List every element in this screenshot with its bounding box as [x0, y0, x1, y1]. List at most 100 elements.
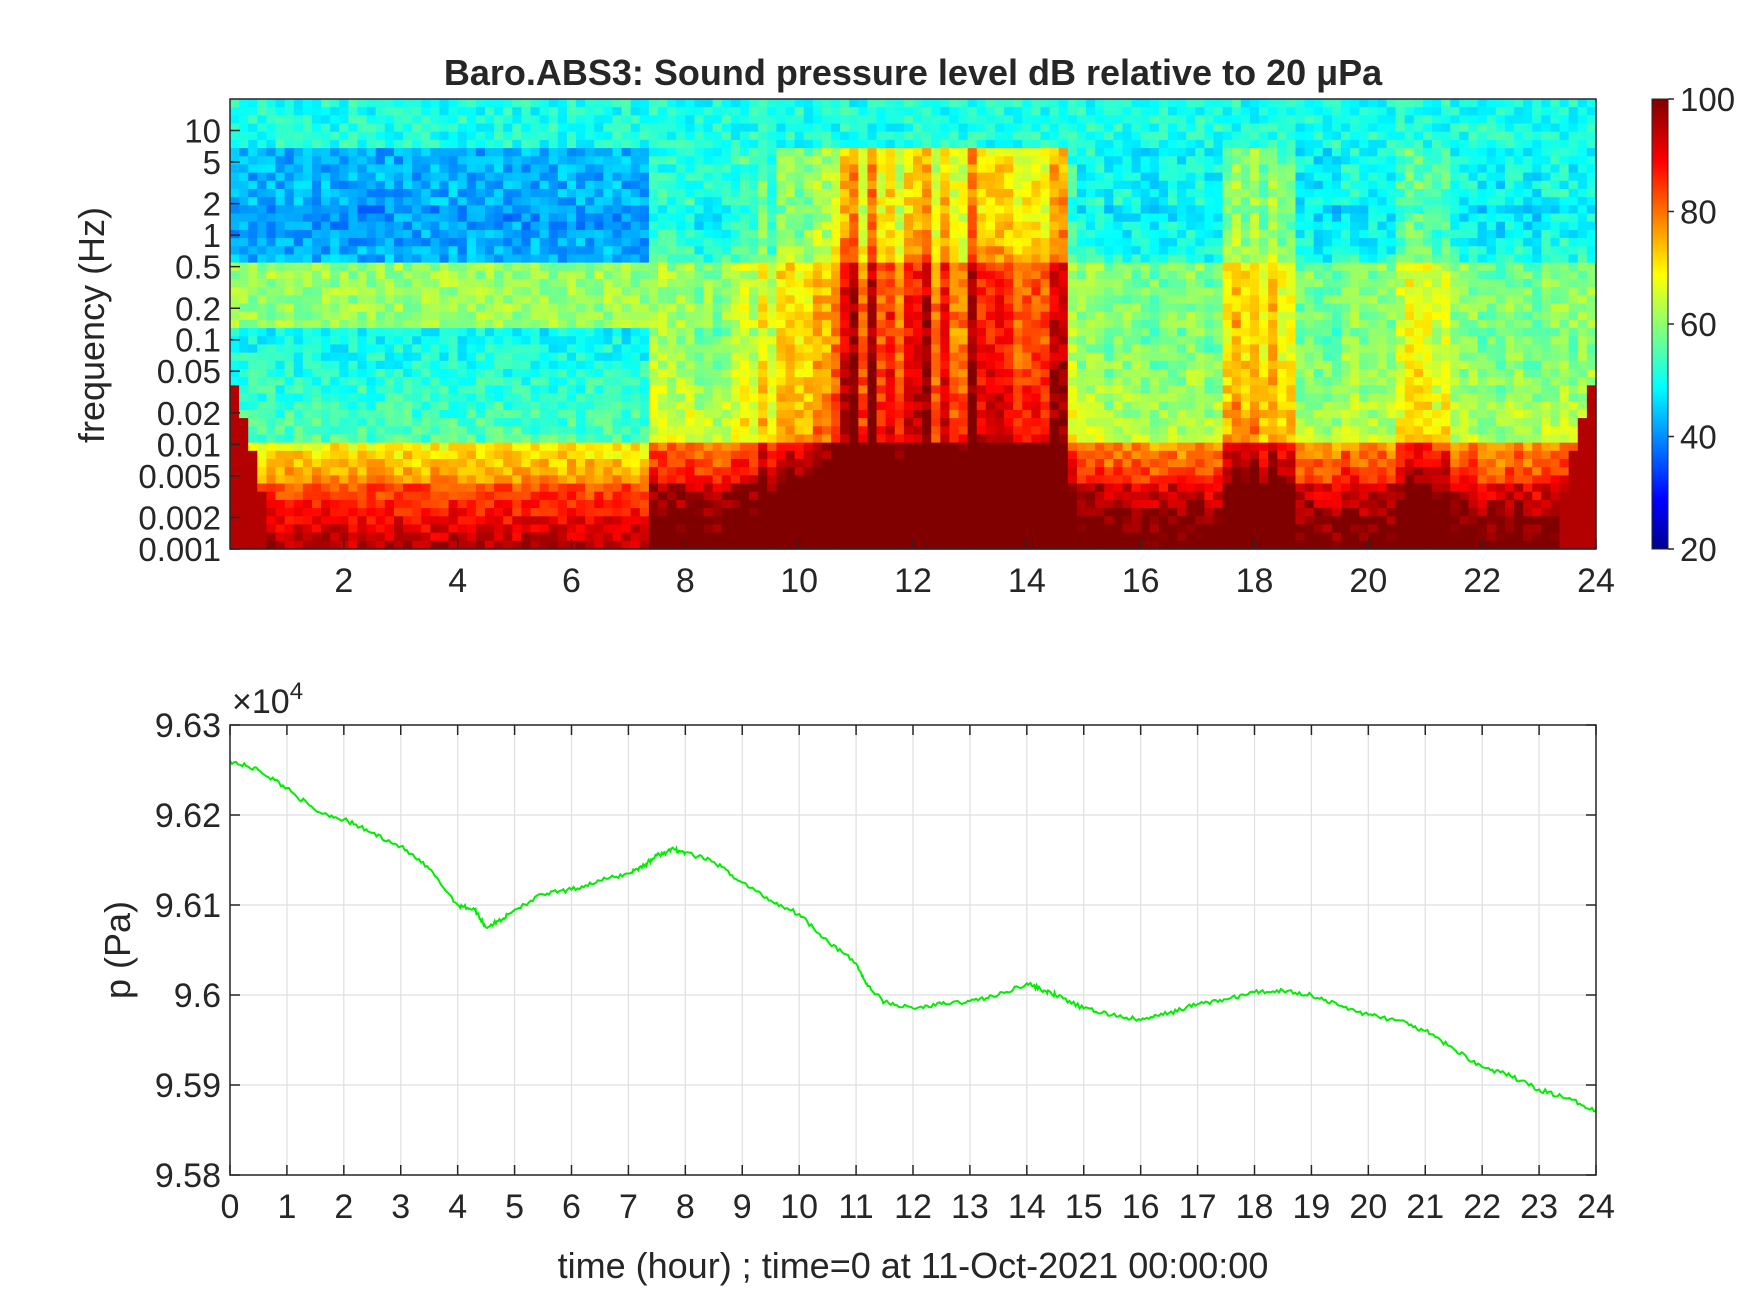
spectrogram-cell: [1031, 377, 1042, 386]
spectrogram-cell: [648, 279, 659, 288]
spectrogram-cell: [503, 499, 513, 509]
spectrogram-cell: [676, 123, 686, 133]
spectrogram-cell: [594, 409, 604, 419]
spectrogram-cell: [694, 328, 705, 337]
spectrogram-cell: [621, 483, 632, 493]
spectrogram-cell: [266, 491, 277, 501]
spectrogram-cell: [767, 442, 777, 452]
spectrogram-cell: [275, 426, 286, 436]
spectrogram-cell: [958, 532, 969, 542]
spectrogram-cell: [403, 156, 413, 166]
spectrogram-cell: [812, 172, 823, 182]
spectrogram-cell: [284, 295, 295, 305]
spectrogram-cell: [548, 483, 559, 493]
spectrogram-cell: [712, 164, 723, 174]
spectrogram-cell: [776, 336, 787, 346]
spectrogram-cell: [630, 107, 641, 116]
spectrogram-cell: [840, 238, 850, 247]
spectrogram-cell: [393, 442, 404, 452]
spectrogram-cell: [239, 164, 249, 174]
spectrogram-cell: [730, 540, 741, 550]
spectrogram-cell: [994, 532, 1005, 542]
spectrogram-cell: [448, 99, 459, 108]
spectrogram-cell: [812, 401, 823, 411]
spectrogram-cell: [503, 164, 513, 174]
spectrogram-cell: [530, 401, 541, 411]
spectrogram-cell: [403, 475, 413, 485]
spectrogram-cell: [776, 156, 787, 166]
spectrogram-cell: [348, 99, 359, 108]
spectrogram-cell: [894, 352, 905, 362]
spectrogram-cell: [976, 311, 987, 321]
spectrogram-cell: [284, 221, 295, 231]
spectrogram-cell: [466, 516, 477, 526]
spectrogram-cell: [366, 328, 377, 337]
spectrogram-cell: [630, 99, 641, 108]
spectrogram-cell: [1004, 229, 1014, 239]
spectrogram-cell: [566, 270, 577, 280]
spectrogram-cell: [457, 360, 468, 370]
spectrogram-cell: [940, 442, 951, 452]
spectrogram-cell: [603, 409, 614, 419]
spectrogram-cell: [539, 254, 550, 264]
spectrogram-cell: [785, 491, 796, 501]
spectrogram-cell: [1004, 328, 1014, 337]
spectrogram-cell: [494, 540, 504, 550]
spectrogram-cell: [475, 540, 486, 550]
spectrogram-cell: [858, 467, 869, 476]
spectrogram-cell: [894, 385, 905, 395]
spectrogram-cell: [949, 450, 960, 460]
spectrogram-cell: [603, 508, 614, 517]
spectrogram-cell: [1049, 352, 1060, 362]
spectrogram-cell: [922, 254, 932, 264]
spectrogram-cell: [639, 156, 650, 166]
spectrogram-cell: [858, 197, 869, 206]
spectrogram-cell: [557, 459, 568, 468]
spectrogram-cell: [967, 229, 978, 239]
spectrogram-cell: [694, 139, 705, 149]
spectrogram-cell: [457, 221, 468, 231]
spectrogram-cell: [794, 164, 805, 174]
spectrogram-cell: [248, 213, 258, 223]
spectrogram-cell: [812, 123, 823, 133]
spectrogram-cell: [311, 499, 322, 509]
spectrogram-cell: [484, 418, 495, 427]
spectrogram-cell: [831, 475, 841, 485]
spectrogram-cell: [539, 369, 550, 378]
spectrogram-cell: [494, 409, 504, 419]
spectrogram-cell: [767, 426, 777, 436]
spectrogram-cell: [239, 369, 249, 378]
spectrogram-cell: [321, 319, 331, 329]
spectrogram-cell: [812, 238, 823, 247]
spectrogram-cell: [794, 418, 805, 427]
spectrogram-cell: [812, 148, 823, 157]
spectrogram-cell: [940, 189, 951, 198]
spectrogram-cell: [603, 467, 614, 476]
spectrogram-cell: [831, 516, 841, 526]
spectrogram-cell: [348, 311, 359, 321]
spectrogram-cell: [403, 197, 413, 206]
spectrogram-cell: [958, 459, 969, 468]
spectrogram-cell: [703, 344, 714, 354]
spectrogram-cell: [393, 139, 404, 149]
spectrogram-cell: [931, 197, 941, 206]
spectrogram-cell: [484, 123, 495, 133]
spectrogram-cell: [1013, 369, 1023, 378]
spectrogram-cell: [548, 344, 559, 354]
spectrogram-cell: [931, 499, 941, 509]
spectrogram-cell: [840, 540, 850, 550]
spectrogram-cell: [393, 107, 404, 116]
spectrogram-cell: [330, 459, 340, 468]
spectrogram-cell: [694, 401, 705, 411]
spectrogram-cell: [594, 360, 604, 370]
spectrogram-cell: [1049, 115, 1060, 125]
spectrogram-cell: [293, 254, 304, 264]
spectrogram-cell: [539, 189, 550, 198]
spectrogram-cell: [530, 213, 541, 223]
spectrogram-cell: [366, 377, 377, 386]
spectrogram-cell: [339, 499, 349, 509]
spectrogram-cell: [621, 156, 632, 166]
spectrogram-cell: [393, 491, 404, 501]
spectrogram-cell: [867, 483, 878, 493]
spectrogram-cell: [448, 229, 459, 239]
